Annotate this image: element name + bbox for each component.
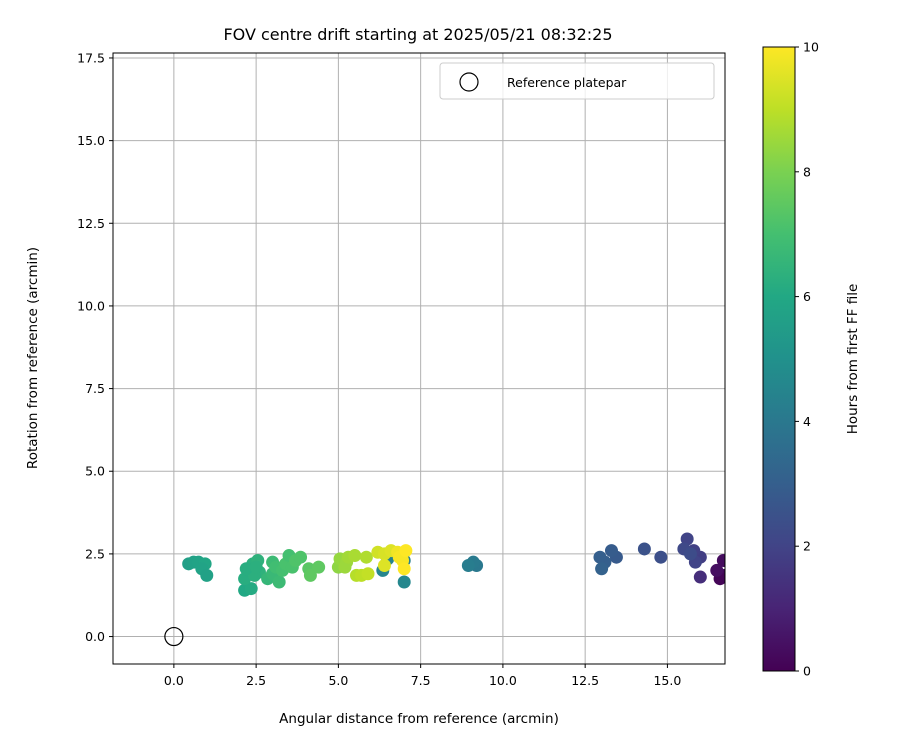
data-point bbox=[683, 547, 697, 561]
x-tick-label: 12.5 bbox=[571, 673, 599, 688]
data-point bbox=[710, 563, 724, 577]
colorbar-tick-label: 2 bbox=[803, 539, 811, 554]
data-point bbox=[604, 544, 618, 558]
plot-frame bbox=[112, 52, 726, 665]
x-axis-label: Angular distance from reference (arcmin) bbox=[279, 711, 559, 727]
colorbar-tick-label: 8 bbox=[803, 164, 811, 179]
legend-box bbox=[439, 62, 715, 100]
data-point bbox=[654, 550, 668, 564]
colorbar-tick-label: 6 bbox=[803, 289, 811, 304]
y-axis-label: Rotation from reference (arcmin) bbox=[25, 247, 41, 469]
data-point bbox=[716, 554, 725, 568]
x-tick-label: 5.0 bbox=[328, 673, 348, 688]
colorbar-label: Hours from first FF file bbox=[845, 284, 861, 435]
data-point bbox=[361, 567, 375, 581]
y-tick-label: 17.5 bbox=[77, 50, 105, 65]
data-point bbox=[397, 562, 411, 576]
data-point bbox=[637, 542, 651, 556]
data-point bbox=[244, 582, 258, 596]
data-point bbox=[294, 550, 308, 564]
y-tick-label: 5.0 bbox=[85, 464, 105, 479]
data-point bbox=[693, 570, 707, 584]
chart-title: FOV centre drift starting at 2025/05/21 … bbox=[223, 25, 612, 44]
colorbar-tick-label: 4 bbox=[803, 414, 811, 429]
data-point bbox=[200, 568, 214, 582]
y-tick-label: 10.0 bbox=[77, 298, 105, 313]
x-tick-label: 2.5 bbox=[246, 673, 266, 688]
data-point bbox=[303, 568, 317, 582]
y-axis-ticks: 0.0 2.5 5.0 7.5 10.0 12.5 15.0 17.5 bbox=[77, 50, 113, 644]
legend-label: Reference platepar bbox=[507, 75, 627, 90]
data-point bbox=[348, 549, 362, 563]
y-tick-label: 12.5 bbox=[77, 216, 105, 231]
y-tick-label: 7.5 bbox=[85, 381, 105, 396]
colorbar-ticks: 0 2 4 6 8 10 bbox=[795, 40, 819, 679]
data-point bbox=[359, 550, 373, 564]
data-point bbox=[595, 562, 609, 576]
legend-marker bbox=[459, 72, 479, 92]
reference-platepar-marker bbox=[164, 626, 184, 647]
grid-lines bbox=[113, 53, 725, 664]
x-axis-ticks: 0.0 2.5 5.0 7.5 10.0 12.5 15.0 bbox=[164, 664, 681, 688]
data-point bbox=[377, 558, 391, 572]
data-point bbox=[397, 575, 411, 589]
y-tick-label: 15.0 bbox=[77, 133, 105, 148]
x-tick-label: 10.0 bbox=[489, 673, 517, 688]
data-point bbox=[399, 544, 413, 558]
data-point bbox=[272, 575, 286, 589]
data-point bbox=[680, 532, 694, 546]
colorbar-tick-label: 0 bbox=[803, 664, 811, 679]
data-point bbox=[249, 560, 263, 574]
colorbar: 0 2 4 6 8 10 Hours from first FF file bbox=[762, 40, 861, 679]
x-tick-label: 7.5 bbox=[411, 673, 431, 688]
data-point bbox=[461, 558, 475, 572]
legend: Reference platepar bbox=[439, 62, 715, 100]
reference-marker-group bbox=[164, 626, 184, 647]
data-point bbox=[593, 550, 607, 564]
data-points bbox=[182, 532, 725, 597]
colorbar-gradient bbox=[762, 46, 796, 672]
y-tick-label: 0.0 bbox=[85, 629, 105, 644]
x-tick-label: 15.0 bbox=[653, 673, 681, 688]
colorbar-tick-label: 10 bbox=[803, 40, 819, 55]
y-tick-label: 2.5 bbox=[85, 546, 105, 561]
data-point bbox=[312, 560, 326, 574]
data-point bbox=[239, 562, 253, 576]
x-tick-label: 0.0 bbox=[164, 673, 184, 688]
